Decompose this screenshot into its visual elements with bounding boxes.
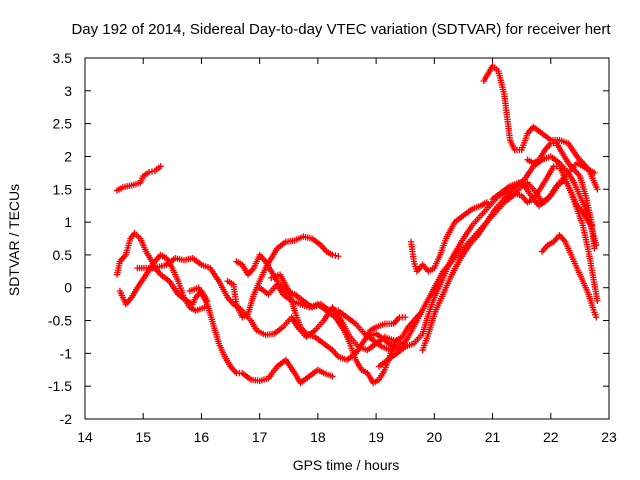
data-point-plus	[594, 297, 601, 305]
chart-title: Day 192 of 2014, Sidereal Day-to-day VTE…	[71, 21, 611, 38]
x-tick-label: 20	[427, 429, 443, 445]
data-point-plus	[335, 253, 342, 260]
series-arc-i	[268, 271, 409, 364]
y-tick-label: 2.5	[53, 116, 73, 132]
y-tick-label: 3.5	[53, 50, 73, 66]
data-point-plus	[591, 169, 598, 177]
y-tick-label: 3	[64, 83, 72, 99]
data-point-plus	[329, 373, 336, 380]
data-point-plus	[157, 163, 164, 170]
y-tick-label: 1	[64, 214, 72, 230]
y-tick-label: -1.5	[48, 378, 72, 394]
series-arc-c	[116, 251, 208, 314]
x-tick-label: 15	[135, 429, 151, 445]
series-arc-f	[224, 233, 342, 321]
x-tick-label: 21	[485, 429, 501, 445]
data-series	[113, 62, 601, 387]
data-point-plus	[594, 186, 601, 193]
series-arc-n	[480, 62, 601, 193]
x-tick-label: 23	[601, 429, 617, 445]
series-arc-a	[113, 163, 164, 194]
y-tick-label: 2	[64, 148, 72, 164]
x-tick-label: 16	[194, 429, 210, 445]
data-point-plus	[332, 252, 339, 259]
data-point-plus	[591, 245, 598, 252]
data-point-plus	[486, 202, 493, 209]
y-tick-label: -2	[60, 411, 73, 427]
series-arc-h	[256, 281, 423, 387]
data-point-plus	[145, 169, 153, 176]
series-arc-e	[186, 284, 336, 387]
x-axis-label: GPS time / hours	[293, 457, 400, 473]
x-tick-label: 17	[252, 429, 268, 445]
x-axis-ticks: 14 15 16 17 18 19 20 21 22 23	[77, 58, 617, 445]
y-axis-ticks: -2 -1.5 -1 -0.5 0 0.5 1 1.5 2 2.5 3 3.5	[48, 50, 609, 427]
data-point-plus	[402, 314, 409, 321]
x-tick-label: 22	[543, 429, 559, 445]
series-arc-q	[489, 176, 601, 305]
series-arc-k	[375, 153, 600, 370]
series-arc-j	[364, 159, 598, 350]
y-tick-label: 0.5	[53, 247, 73, 263]
series-arc-l	[407, 199, 493, 275]
y-tick-label: -0.5	[48, 313, 72, 329]
x-tick-label: 18	[310, 429, 326, 445]
data-point-plus	[201, 304, 208, 311]
series-arc-d	[134, 254, 406, 354]
data-point-plus	[592, 314, 600, 321]
x-tick-label: 14	[77, 429, 93, 445]
y-tick-label: 1.5	[53, 181, 73, 197]
y-tick-label: -1	[60, 345, 73, 361]
series-arc-p	[524, 140, 598, 252]
y-axis-label: SDTVAR / TECUs	[6, 184, 22, 296]
data-point-plus	[148, 168, 156, 175]
x-tick-label: 19	[368, 429, 384, 445]
plot-frame	[84, 57, 610, 420]
data-point-plus	[329, 251, 336, 259]
series-arc-o	[538, 232, 600, 321]
y-tick-label: 0	[64, 280, 72, 296]
